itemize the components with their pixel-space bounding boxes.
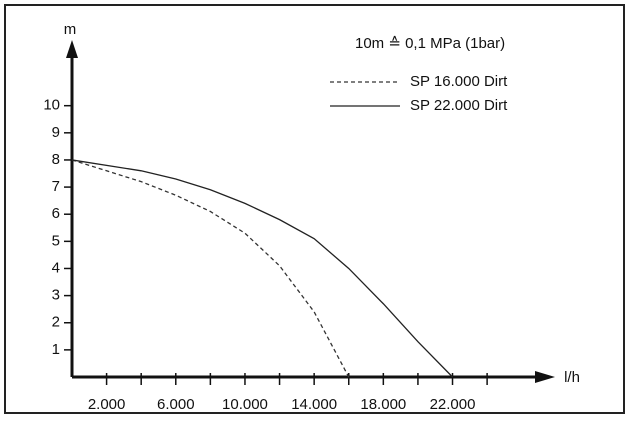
y-tick-label: 9 (52, 124, 60, 141)
x-tick-label: 14.000 (291, 396, 337, 413)
legend-label: SP 16.000 Dirt (410, 73, 508, 90)
x-tick-label: 22.000 (430, 396, 476, 413)
x-axis-arrow (535, 371, 555, 383)
y-tick-label: 10 (43, 97, 60, 114)
x-tick-label: 2.000 (88, 396, 126, 413)
y-axis-label: m (64, 21, 77, 38)
y-tick-label: 3 (52, 287, 60, 304)
y-tick-label: 8 (52, 151, 60, 168)
annotation: 10m ≙ 0,1 MPa (1bar) (355, 35, 505, 52)
x-tick-label: 10.000 (222, 396, 268, 413)
series-line (71, 159, 350, 378)
x-axis-label: l/h (564, 369, 580, 386)
x-tick-label: 6.000 (157, 396, 195, 413)
frame (4, 4, 625, 414)
x-tick-label: 18.000 (360, 396, 406, 413)
y-tick-label: 1 (52, 341, 60, 358)
legend-label: SP 22.000 Dirt (410, 97, 508, 114)
series-line (71, 159, 453, 378)
y-tick-label: 2 (52, 314, 60, 331)
y-tick-label: 5 (52, 232, 60, 249)
y-tick-label: 7 (52, 178, 60, 195)
y-tick-label: 6 (52, 205, 60, 222)
y-axis-arrow (66, 40, 78, 58)
y-tick-label: 4 (52, 259, 60, 276)
